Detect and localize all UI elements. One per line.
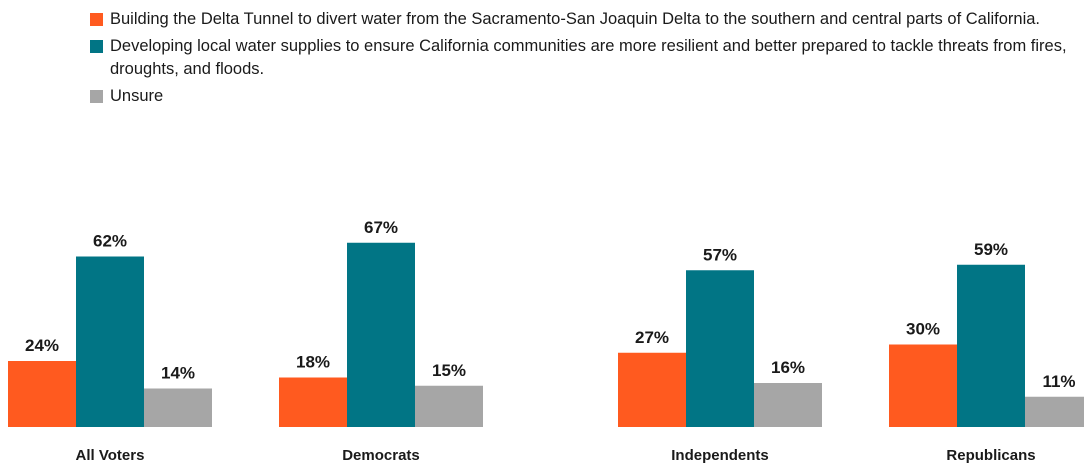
legend-item-delta-tunnel: Building the Delta Tunnel to divert wate… <box>88 8 1078 31</box>
bar-independents-local-water <box>686 270 754 427</box>
legend-swatch-unsure <box>90 90 103 103</box>
data-label-independents-local-water: 57% <box>703 245 737 264</box>
category-label-all-voters: All Voters <box>76 447 145 464</box>
bar-republicans-local-water <box>957 264 1025 427</box>
data-label-republicans-delta-tunnel: 30% <box>906 320 940 339</box>
data-label-republicans-local-water: 59% <box>974 240 1008 259</box>
bar-democrats-unsure <box>415 385 483 427</box>
data-label-all-voters-delta-tunnel: 24% <box>25 336 59 355</box>
chart-legend: Building the Delta Tunnel to divert wate… <box>88 8 1078 112</box>
legend-label-unsure: Unsure <box>110 87 164 105</box>
data-label-democrats-local-water: 67% <box>364 218 398 237</box>
legend-swatch-local-water <box>90 40 103 53</box>
bar-republicans-delta-tunnel <box>889 344 957 427</box>
bar-independents-unsure <box>754 383 822 427</box>
bar-republicans-unsure <box>1025 396 1084 427</box>
bar-all-voters-delta-tunnel <box>8 361 76 427</box>
bar-all-voters-unsure <box>144 388 212 427</box>
bar-independents-delta-tunnel <box>618 352 686 427</box>
legend-label-local-water: Developing local water supplies to ensur… <box>110 37 1067 78</box>
bar-democrats-delta-tunnel <box>279 377 347 427</box>
category-label-independents: Independents <box>671 447 769 464</box>
data-label-independents-unsure: 16% <box>771 358 805 377</box>
bar-all-voters-local-water <box>76 256 144 427</box>
data-label-all-voters-unsure: 14% <box>161 364 195 383</box>
data-label-democrats-unsure: 15% <box>432 361 466 380</box>
bar-democrats-local-water <box>347 242 415 427</box>
category-label-democrats: Democrats <box>342 447 420 464</box>
legend-label-delta-tunnel: Building the Delta Tunnel to divert wate… <box>110 10 1041 28</box>
legend-swatch-delta-tunnel <box>90 13 103 26</box>
legend-item-local-water: Developing local water supplies to ensur… <box>88 35 1078 81</box>
data-label-independents-delta-tunnel: 27% <box>635 328 669 347</box>
data-label-republicans-unsure: 11% <box>1042 372 1075 391</box>
data-label-all-voters-local-water: 62% <box>93 232 127 251</box>
legend-item-unsure: Unsure <box>88 85 1078 108</box>
category-label-republicans: Republicans <box>946 447 1035 464</box>
data-label-democrats-delta-tunnel: 18% <box>296 353 330 372</box>
